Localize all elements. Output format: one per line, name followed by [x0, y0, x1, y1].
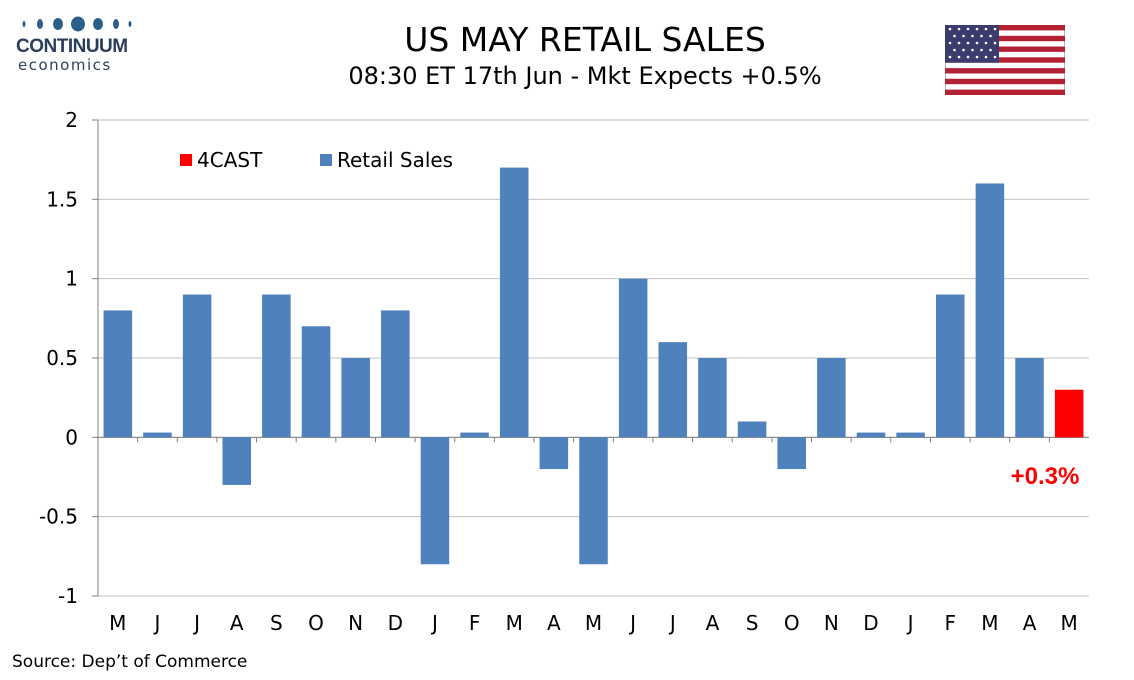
bar-retail-sales — [658, 342, 688, 438]
x-tick-label: M — [981, 611, 998, 635]
x-tick-label: D — [863, 611, 878, 635]
bar-retail-sales — [222, 437, 252, 485]
y-tick-label: -1 — [58, 584, 78, 608]
y-tick-label: 1.5 — [46, 187, 78, 211]
bar-retail-sales — [896, 432, 925, 438]
x-tick-label: J — [192, 611, 200, 635]
x-tick-label: J — [668, 611, 676, 635]
legend-label-4cast: 4CAST — [197, 148, 263, 172]
bar-retail-sales — [420, 437, 450, 565]
x-tick-label: A — [230, 611, 244, 635]
bar-retail-sales — [579, 437, 608, 565]
x-tick-label: A — [706, 611, 720, 635]
x-tick-label: N — [348, 611, 363, 635]
bar-retail-sales — [698, 358, 727, 438]
bar-retail-sales — [817, 358, 846, 438]
logo-sub: economics — [18, 56, 112, 74]
bar-retail-sales — [618, 278, 648, 438]
x-tick-label: F — [945, 611, 957, 635]
bar-retail-sales — [143, 432, 172, 438]
x-tick-label: M — [109, 611, 126, 635]
bar-retail-sales — [301, 326, 331, 438]
bar-retail-sales — [460, 432, 489, 438]
bars — [103, 167, 1084, 565]
bar-retail-sales — [499, 167, 529, 438]
y-tick-label: 1 — [65, 267, 78, 291]
bar-retail-sales — [935, 294, 965, 438]
y-tick-label: -0.5 — [39, 505, 78, 529]
x-tick-label: O — [308, 611, 324, 635]
bar-retail-sales — [103, 310, 133, 438]
legend-swatch-retail-sales — [320, 154, 332, 166]
legend: 4CAST Retail Sales — [180, 148, 453, 172]
legend-label-retail-sales: Retail Sales — [337, 148, 453, 172]
x-tick-label: N — [824, 611, 839, 635]
x-tick-label: A — [547, 611, 561, 635]
x-tick-label: S — [746, 611, 759, 635]
x-tick-label: M — [1061, 611, 1078, 635]
bar-retail-sales — [381, 310, 410, 438]
x-tick-label: J — [153, 611, 161, 635]
logo-dots-icon — [22, 16, 132, 32]
us-flag-icon — [945, 25, 1065, 95]
x-tick-label: J — [628, 611, 636, 635]
chart-subtitle: 08:30 ET 17th Jun - Mkt Expects +0.5% — [348, 62, 822, 90]
y-tick-label: 0 — [65, 425, 78, 449]
x-tick-label: S — [270, 611, 283, 635]
x-tick-label: F — [469, 611, 481, 635]
x-tick-label: M — [506, 611, 523, 635]
y-axis-ticks: 2 1.5 1 0.5 0 -0.5 -1 — [39, 108, 78, 608]
x-tick-label: J — [906, 611, 914, 635]
chart-title: US MAY RETAIL SALES — [404, 20, 766, 59]
source-note: Source: Dep’t of Commerce — [12, 652, 248, 672]
bar-4cast — [1054, 389, 1084, 438]
bar-retail-sales — [777, 437, 806, 470]
bar-retail-sales — [539, 437, 569, 470]
bar-retail-sales — [856, 432, 886, 438]
bar-retail-sales — [341, 358, 370, 438]
x-tick-label: O — [784, 611, 800, 635]
logo-brand: CONTINUUM — [16, 36, 128, 57]
x-tick-label: A — [1023, 611, 1037, 635]
bar-retail-sales — [182, 294, 212, 438]
x-tick-label: D — [388, 611, 403, 635]
x-tick-label: M — [585, 611, 602, 635]
bar-retail-sales — [1015, 358, 1044, 438]
logo: CONTINUUM economics — [12, 14, 142, 76]
legend-swatch-4cast — [180, 154, 192, 166]
bar-retail-sales — [262, 294, 291, 438]
x-tick-label: J — [430, 611, 438, 635]
bar-retail-sales — [737, 421, 767, 438]
forecast-annotation: +0.3% — [1011, 463, 1080, 490]
y-tick-label: 0.5 — [46, 346, 78, 370]
y-tick-label: 2 — [65, 108, 78, 132]
bar-retail-sales — [975, 183, 1005, 438]
